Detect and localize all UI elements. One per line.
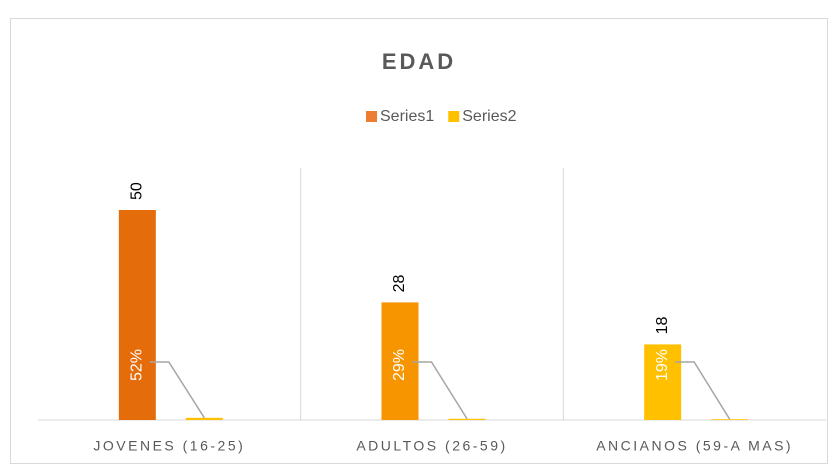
x-tick-label: ADULTOS (26-59): [356, 438, 507, 454]
bar: [185, 417, 223, 420]
bar: [644, 344, 682, 420]
data-label: 19%: [654, 349, 671, 381]
bar: [711, 419, 749, 420]
chart-title: EDAD: [382, 49, 456, 74]
x-tick-label: ANCIANOS (59-A MAS): [596, 438, 793, 454]
data-label: 29%: [391, 349, 408, 381]
legend-swatch: [366, 111, 377, 122]
leader-line: [412, 361, 468, 420]
legend-swatch: [448, 111, 460, 122]
legend-label: Series1: [380, 108, 434, 125]
data-label: 50: [129, 182, 146, 200]
data-label: 28: [391, 275, 408, 293]
data-label: 52%: [129, 349, 146, 381]
legend-label: Series2: [462, 108, 516, 125]
bar: [381, 302, 419, 420]
bar: [118, 210, 156, 420]
bar: [448, 418, 486, 420]
data-label: 18: [654, 317, 671, 335]
leader-line: [675, 361, 731, 420]
x-tick-label: JOVENES (16-25): [93, 438, 245, 454]
leader-line: [149, 361, 205, 419]
